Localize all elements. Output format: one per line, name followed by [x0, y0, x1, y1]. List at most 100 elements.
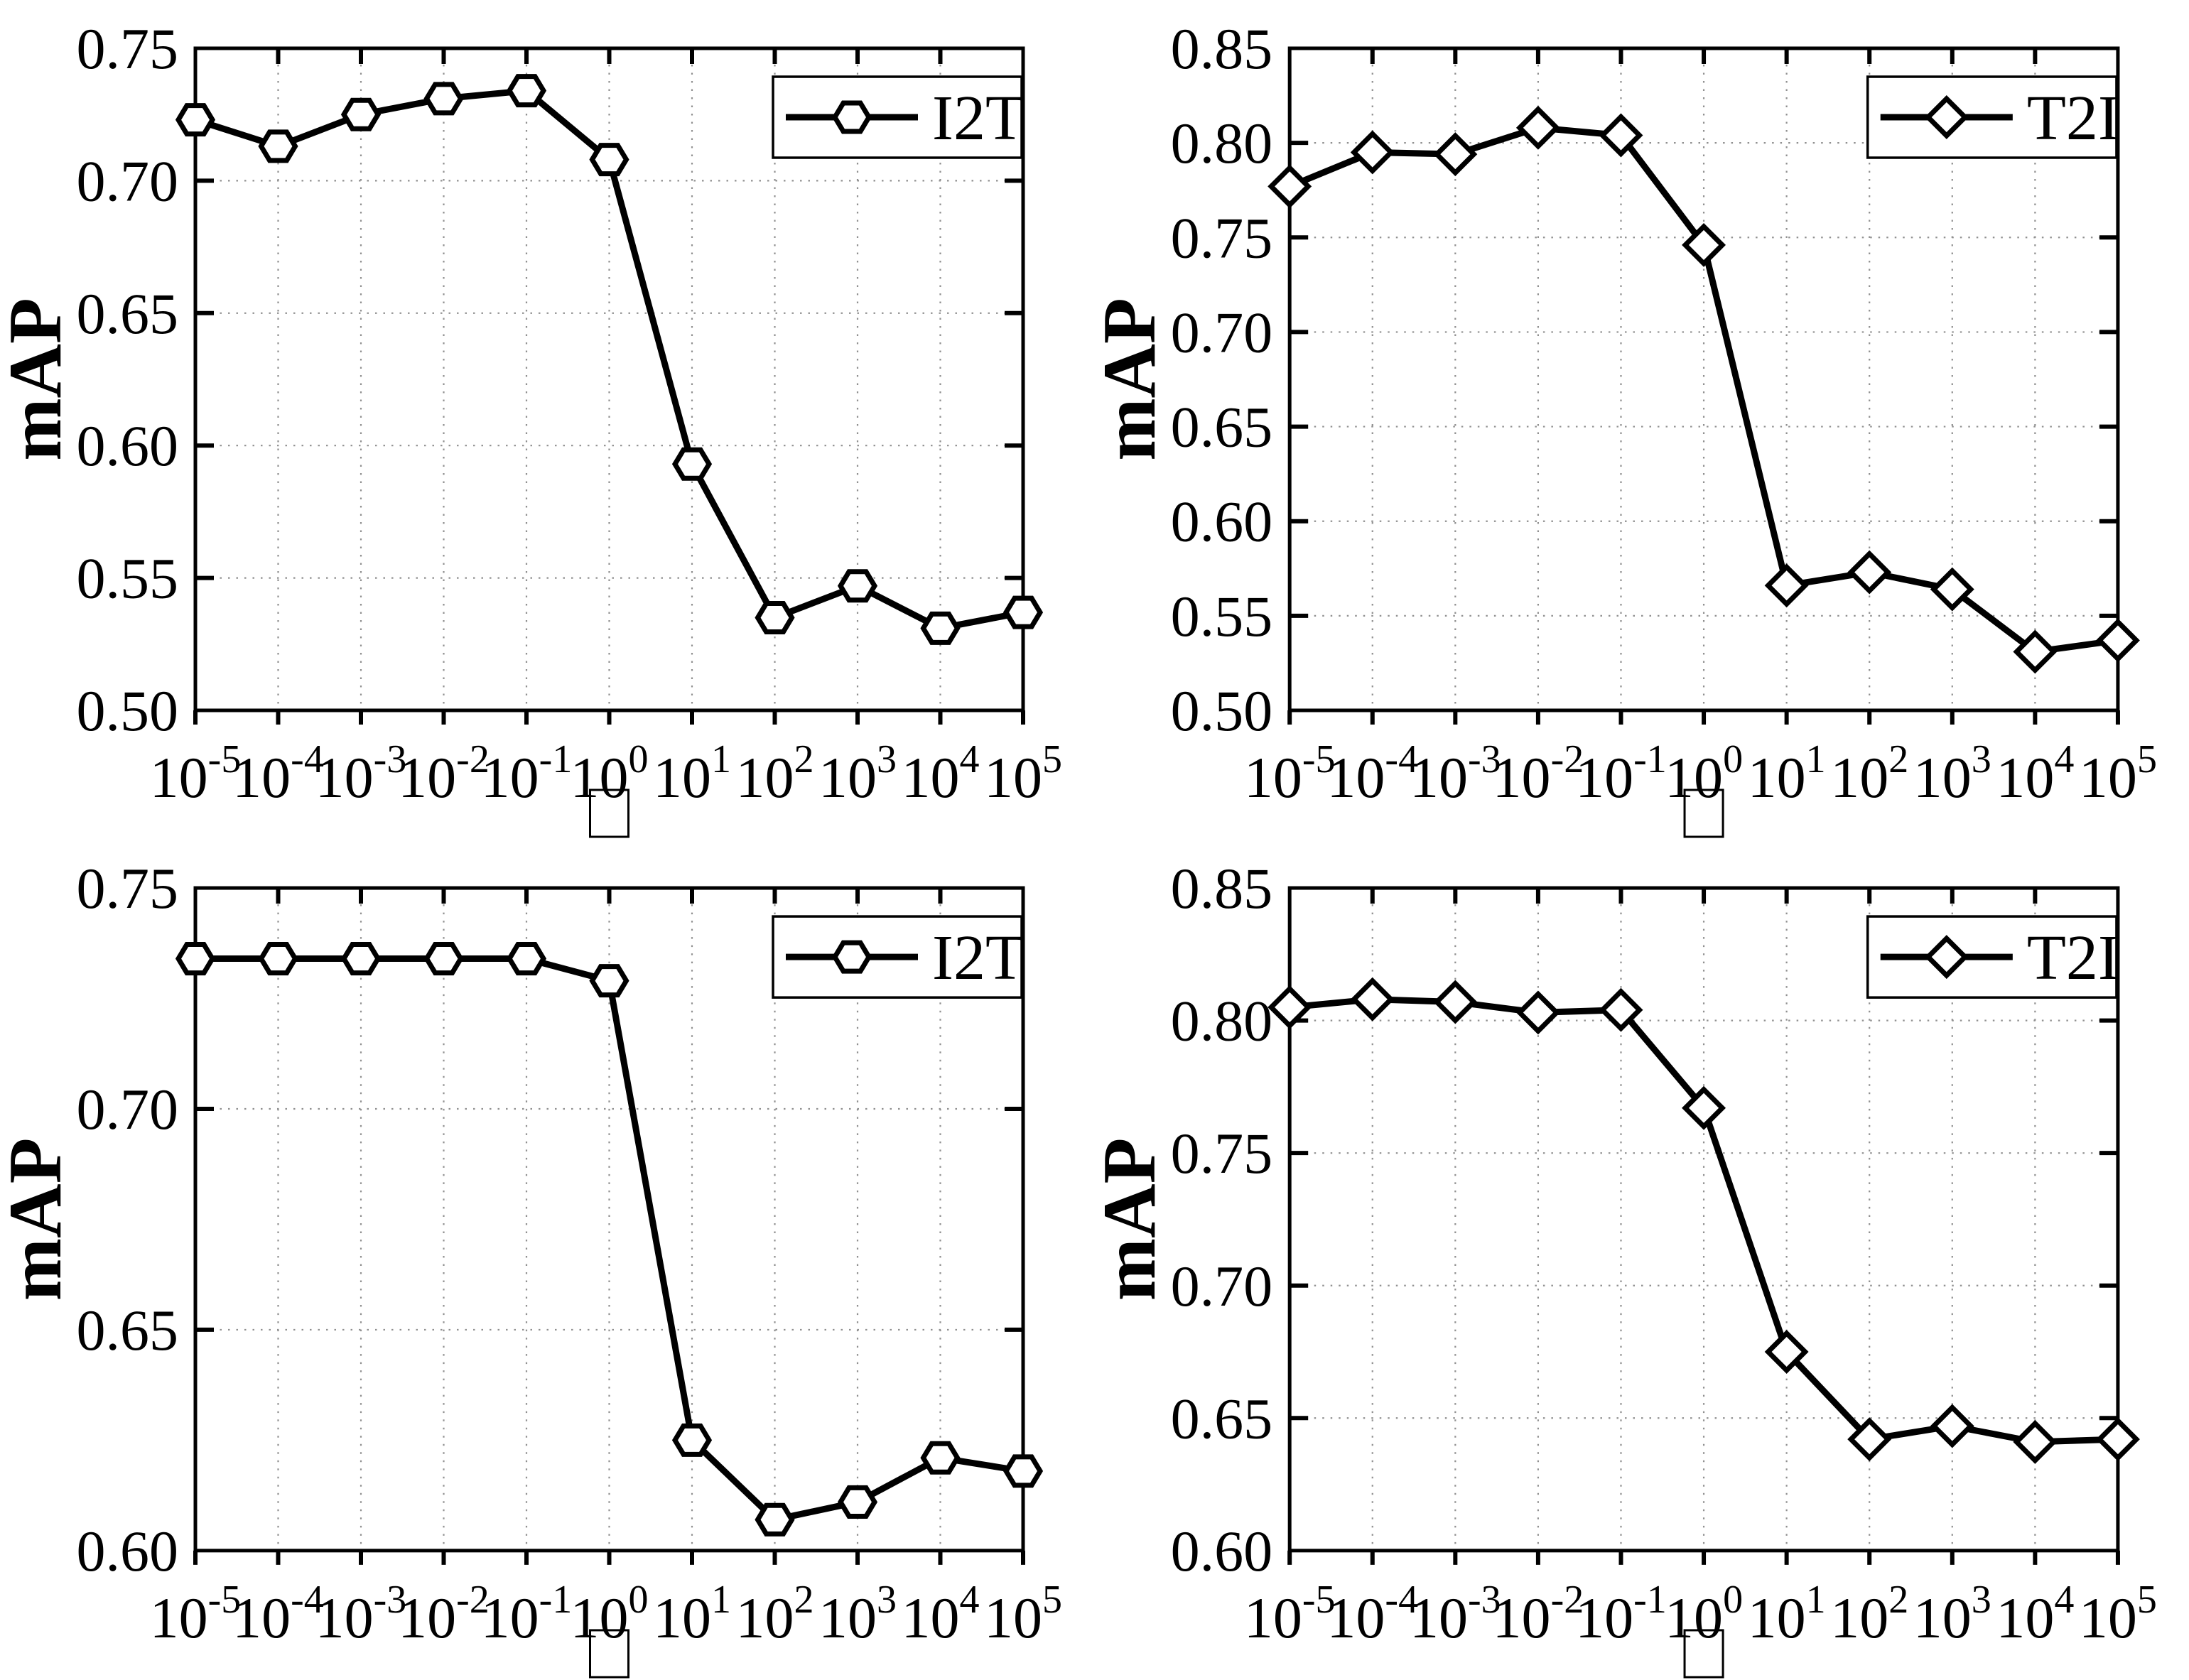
y-tick-label: 0.60	[77, 1519, 178, 1583]
x-tick-label: 103	[818, 737, 897, 810]
y-tick-label: 0.50	[1171, 678, 1273, 743]
diamond-marker	[1599, 987, 1643, 1032]
hexagon-marker	[258, 129, 298, 163]
x-tick-label: 104	[1996, 737, 2074, 810]
y-tick-label: 0.70	[77, 148, 179, 213]
diamond-marker	[1433, 980, 1478, 1024]
y-tick-label: 0.50	[77, 678, 179, 743]
diamond-marker	[2095, 1417, 2140, 1462]
x-tick-label: 102	[736, 1578, 814, 1650]
tick-marks	[1287, 888, 2120, 1565]
hexagon-marker	[175, 103, 216, 137]
diamond-marker	[1682, 222, 1726, 267]
x-tick-label: 10-1	[1575, 1578, 1667, 1650]
diamond-marker	[2013, 629, 2058, 674]
y-tick-label: 0.80	[1171, 111, 1273, 175]
x-tick-label: 10-1	[481, 737, 573, 810]
series-markers-I2T	[175, 74, 1044, 645]
legend-label: I2T	[932, 83, 1025, 153]
x-tick-label: 100	[1665, 1578, 1743, 1650]
legend-hexagon-marker	[831, 100, 872, 134]
x-axis-label-missing-glyph-box	[589, 1629, 629, 1679]
series-markers-T2I	[1268, 105, 2140, 674]
legend-hexagon-marker	[831, 940, 872, 974]
diamond-marker	[1930, 1404, 1974, 1448]
x-tick-label: 10-3	[1410, 737, 1501, 810]
legend: I2T	[772, 75, 1025, 159]
diamond-marker	[1682, 1085, 1726, 1130]
hexagon-marker	[589, 143, 629, 177]
x-tick-label: 105	[2079, 737, 2157, 810]
legend: T2I	[1866, 915, 2119, 999]
diamond-marker	[1350, 977, 1395, 1021]
axes-box	[1287, 886, 2120, 1553]
y-tick-label: 0.75	[1171, 1121, 1273, 1186]
diamond-marker	[2013, 1419, 2058, 1464]
y-tick-label: 0.75	[1171, 205, 1273, 270]
legend-label: T2I	[2027, 83, 2119, 153]
diamond-marker	[1847, 550, 1892, 595]
x-tick-label: 100	[571, 1578, 649, 1650]
y-axis-label: mAP	[1094, 1138, 1171, 1301]
hexagon-marker	[671, 1423, 713, 1457]
x-tick-label: 105	[984, 737, 1062, 810]
x-tick-label: 10-1	[481, 1578, 573, 1650]
y-tick-label: 0.70	[1171, 300, 1273, 364]
x-tick-label: 102	[1830, 737, 1908, 810]
x-tick-label: 10-5	[1244, 737, 1336, 810]
series-markers-T2I	[1268, 977, 2140, 1464]
x-axis-label-missing-glyph-box	[589, 788, 629, 838]
diamond-marker	[1515, 105, 1560, 150]
hexagon-marker	[1002, 1454, 1044, 1488]
y-tick-labels: 0.60 0.65 0.70 0.75 0.80 0.85	[1171, 856, 1273, 1583]
y-tick-label: 0.60	[1171, 489, 1273, 554]
diamond-marker	[1433, 132, 1478, 177]
hexagon-marker	[423, 82, 464, 116]
y-tick-label: 0.65	[77, 1298, 178, 1362]
legend: T2I	[1866, 75, 2119, 159]
tick-marks	[1287, 48, 2120, 725]
x-tick-label: 104	[902, 1578, 980, 1650]
x-tick-label: 10-5	[1244, 1578, 1336, 1650]
x-tick-label: 10-2	[398, 1578, 490, 1650]
hexagon-marker	[1002, 595, 1044, 629]
tick-marks	[193, 888, 1025, 1565]
y-tick-label: 0.65	[1171, 395, 1273, 460]
hexagon-marker	[258, 942, 298, 976]
y-tick-label: 0.75	[77, 856, 178, 921]
x-tick-label: 10-1	[1575, 737, 1667, 810]
diamond-marker	[2095, 618, 2140, 663]
hexagon-marker	[175, 942, 216, 976]
y-tick-label: 0.85	[1171, 856, 1273, 921]
y-tick-label: 0.65	[1171, 1386, 1273, 1451]
y-tick-labels: 0.50 0.55 0.60 0.65 0.70 0.75 0.80 0.85	[1171, 16, 1273, 743]
y-axis-label: mAP	[0, 1138, 77, 1301]
hexagon-marker	[755, 1502, 795, 1537]
y-axis-label: mAP	[1094, 298, 1171, 461]
diamond-marker	[1268, 985, 1312, 1029]
tick-marks	[193, 48, 1025, 725]
hexagon-marker	[589, 964, 629, 998]
y-tick-label: 0.80	[1171, 989, 1273, 1053]
axes-box	[193, 886, 1025, 1553]
x-tick-label: 105	[2079, 1578, 2157, 1650]
legend-diamond-marker	[1924, 95, 1969, 139]
series-markers-I2T	[175, 942, 1044, 1537]
y-tick-label: 0.70	[1171, 1254, 1273, 1318]
hexagon-marker	[506, 74, 547, 108]
y-tick-label: 0.65	[77, 281, 179, 346]
x-axis-label-missing-glyph-box	[1683, 788, 1724, 838]
hexagon-marker	[423, 942, 464, 976]
diamond-marker	[1847, 1417, 1892, 1462]
x-tick-label: 104	[902, 737, 980, 810]
y-tick-labels: 0.60 0.65 0.70 0.75	[77, 856, 178, 1583]
legend-diamond-marker	[1924, 935, 1969, 980]
x-tick-label: 10-4	[1326, 1578, 1418, 1650]
